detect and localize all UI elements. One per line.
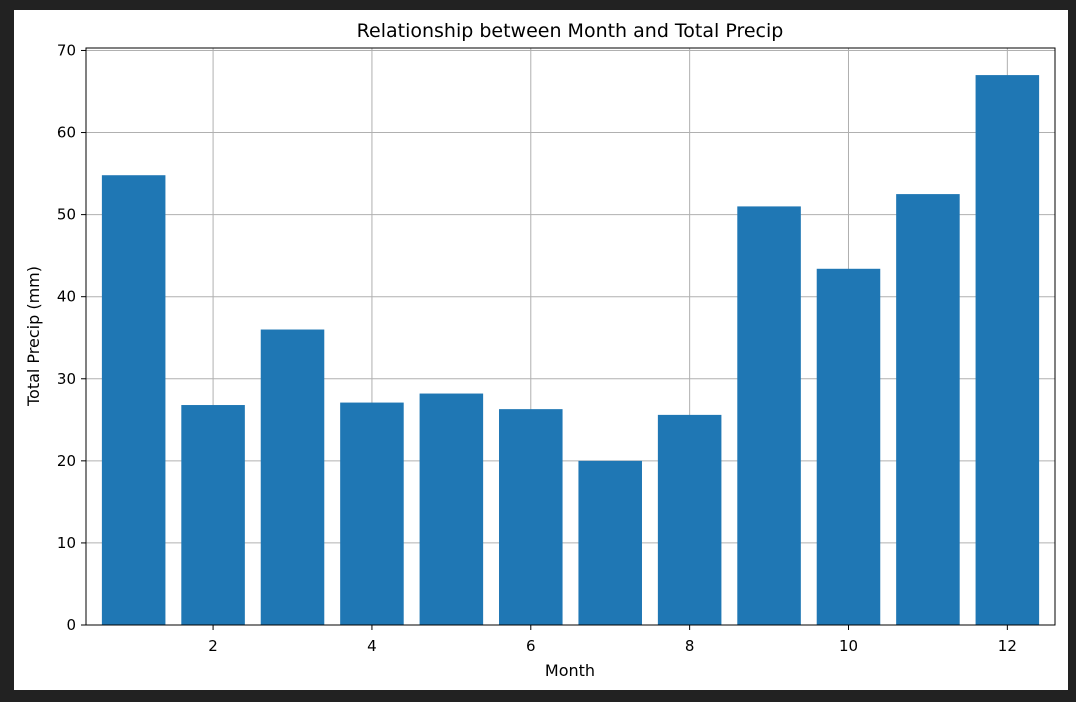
x-axis-label: Month: [545, 661, 595, 680]
plot-frame: [85, 47, 1056, 626]
y-tick-label: 20: [57, 452, 76, 470]
bar-month-6: [499, 409, 563, 625]
bar-chart: 2 4 6 8 10 12 0 10 20 30 40 50 60 70 Relationship be…: [24, 20, 1056, 680]
y-tick-label: 50: [57, 206, 76, 224]
bar-month-1: [101, 175, 166, 625]
chart-title: Relationship between Month and Total Pre…: [357, 20, 784, 42]
x-axis-ticks: 2 4 6 8 10 12: [208, 625, 1017, 655]
bar-month-12: [975, 75, 1040, 626]
y-tick-label: 70: [57, 41, 76, 59]
bar-month-3: [260, 329, 325, 625]
x-tick-label: 12: [998, 637, 1017, 655]
x-tick-label: 2: [208, 637, 218, 655]
y-axis-label: Total Precip (mm): [24, 266, 43, 407]
x-tick-label: 10: [839, 637, 858, 655]
bars: [101, 75, 1040, 626]
y-axis-ticks: 0 10 20 30 40 50 60 70: [57, 41, 86, 634]
bar-month-4: [340, 402, 404, 625]
y-tick-label: 60: [57, 124, 76, 142]
bar-month-9: [737, 206, 801, 625]
y-tick-label: 40: [57, 288, 76, 306]
x-tick-label: 6: [526, 637, 536, 655]
bar-month-5: [419, 393, 484, 625]
x-tick-label: 8: [685, 637, 695, 655]
y-tick-label: 10: [57, 534, 76, 552]
x-tick-label: 4: [367, 637, 377, 655]
bar-month-2: [181, 405, 245, 625]
bar-month-8: [657, 414, 722, 625]
bar-month-10: [816, 268, 881, 625]
y-tick-label: 0: [66, 616, 76, 634]
bar-month-11: [896, 194, 960, 625]
y-tick-label: 30: [57, 370, 76, 388]
bar-month-7: [578, 460, 642, 625]
figure: 2 4 6 8 10 12 0 10 20 30 40 50 60 70 Relationship be…: [14, 10, 1068, 690]
